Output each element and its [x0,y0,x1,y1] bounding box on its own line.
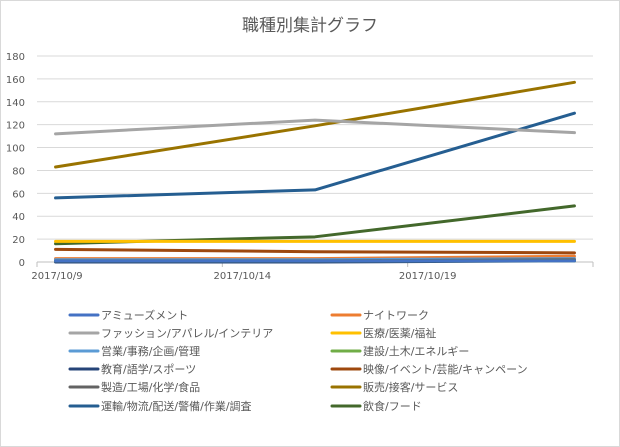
y-tick-label: 40 [12,212,25,223]
legend-label: ナイトワーク [363,309,429,322]
x-tick-label: 2017/10/9 [31,271,82,282]
y-tick-label: 80 [12,166,25,177]
legend-item: 運輸/物流/配送/警備/作業/調査 [68,399,252,413]
legend-item: 映像/イベント/芸能/キャンペーン [330,362,528,376]
legend-label: ファッション/アパレル/インテリア [101,327,273,340]
series-line [54,118,576,136]
legend-item: 教育/語学/スポーツ [68,362,196,376]
y-tick-label: 60 [12,189,25,200]
legend-item: 飲食/フード [330,399,422,413]
y-tick-label: 180 [6,52,25,63]
legend-item: 営業/事務/企画/管理 [68,344,200,358]
chart-title: 職種別集計グラフ [242,16,378,36]
legend-item: アミューズメント [68,308,188,322]
y-tick-label: 140 [6,98,25,109]
y-tick-label: 160 [6,75,25,86]
legend-label: 販売/接客/サービス [363,380,458,394]
series-line [54,247,576,255]
legend-label: 教育/語学/スポーツ [101,362,196,376]
legend-label: 建設/土木/エネルギー [363,344,469,358]
series-line [54,204,576,246]
legend-label: 映像/イベント/芸能/キャンペーン [363,362,528,376]
legend-label: 運輸/物流/配送/警備/作業/調査 [101,399,252,413]
legend-item: 製造/工場/化学/食品 [68,380,200,394]
y-tick-label: 0 [19,258,25,269]
x-tick-label: 2017/10/19 [399,271,457,282]
legend-item: 医療/医薬/福祉 [330,326,436,340]
x-tick-label: 2017/10/14 [214,271,272,282]
legend-label: アミューズメント [101,308,188,322]
legend-label: 営業/事務/企画/管理 [101,344,200,358]
series-line [54,80,576,169]
legend-label: 飲食/フード [363,399,422,413]
y-tick-label: 20 [12,235,25,246]
legend-label: 医療/医薬/福祉 [363,326,436,340]
y-tick-label: 120 [6,121,25,132]
legend-item: ナイトワーク [330,309,429,322]
legend-label: 製造/工場/化学/食品 [101,380,200,394]
legend-item: ファッション/アパレル/インテリア [68,327,273,340]
legend-item: 販売/接客/サービス [330,380,458,394]
series-line [54,111,576,200]
y-tick-label: 100 [6,144,25,155]
legend-item: 建設/土木/エネルギー [330,344,469,358]
